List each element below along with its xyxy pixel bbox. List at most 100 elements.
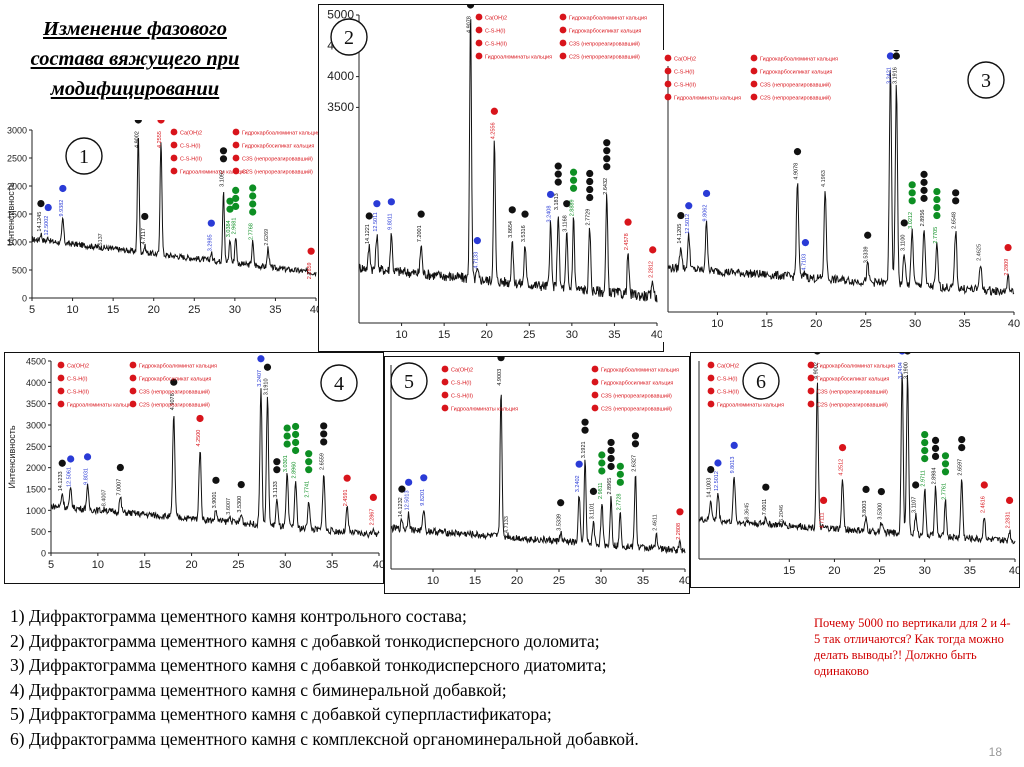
y-tick-label: 3000	[26, 421, 46, 431]
y-axis-label: Интенсивность	[7, 425, 17, 488]
phase-marker-black	[320, 422, 328, 430]
peak-label: 3.8003	[862, 501, 868, 518]
peak-label: 14.1221	[365, 224, 371, 244]
page-number: 18	[988, 745, 1002, 759]
phase-marker-black	[958, 436, 966, 444]
x-tick-label: 10	[427, 575, 439, 587]
legend-marker	[664, 67, 672, 75]
peak-label: 2.8984	[932, 468, 938, 485]
peak-label: 3.2985	[207, 234, 213, 251]
phase-marker-red	[369, 493, 377, 501]
panel-number-badge	[320, 364, 358, 402]
chart-panel-5: 10 15 20 25 30 35 40 14.1232 12.5013 9.8201 4.9003…	[384, 356, 690, 594]
peak-label: 4.2512	[839, 459, 845, 476]
peak-label: 3.2421	[886, 67, 892, 84]
peak-label: 14.1232	[398, 497, 404, 517]
legend-marker	[232, 141, 240, 149]
peak-label: 3.0212	[908, 212, 914, 229]
phase-marker-green	[291, 438, 300, 447]
phase-marker-red	[624, 218, 632, 226]
caption-4: 4) Дифрактограмма цементного камня с бим…	[10, 679, 507, 700]
peak-label: 4.1963	[821, 170, 827, 187]
legend-label: C2S (непрореагировавший)	[601, 406, 672, 413]
y-tick-label: 2500	[26, 442, 46, 452]
peak-label: 8.3645	[745, 503, 751, 520]
peak-label: 2.4625	[976, 244, 982, 261]
legend-label: C-S-H(II)	[674, 83, 696, 89]
phase-marker-black	[589, 487, 598, 495]
phase-marker-blue	[83, 453, 92, 461]
peak-label: 2.4611	[652, 514, 658, 530]
y-axis-label: Интенсивность	[6, 182, 16, 245]
peak-label: 7.0011	[762, 499, 768, 515]
phase-marker-green	[249, 208, 257, 216]
peak-label: 2.6432	[603, 178, 609, 195]
x-tick-label: 15	[469, 575, 481, 587]
legend-label: C3S (непрореагировавший)	[139, 389, 210, 396]
legend-marker	[129, 387, 137, 395]
phase-marker-black	[607, 454, 615, 463]
legend-marker	[57, 374, 65, 382]
x-tick-label: 40	[1009, 565, 1020, 577]
xrd-chart-3: 10 15 20 25 30 35 40 14.1205 12.5012 9.8062 4.9078…	[664, 50, 1020, 330]
phase-marker-blue	[387, 198, 395, 206]
legend-marker	[807, 387, 815, 395]
phase-marker-black	[320, 438, 328, 446]
slide-title: Изменение фазового состава вяжущего при …	[30, 18, 240, 100]
legend-marker	[591, 404, 599, 412]
peak-label: 14.1205	[677, 224, 683, 244]
x-tick-label: 25	[523, 329, 535, 341]
x-tick-label: 25	[188, 304, 200, 316]
phase-marker-black	[603, 139, 611, 147]
phase-marker-green	[616, 470, 624, 478]
phase-marker-green	[291, 430, 300, 439]
x-tick-label: 10	[66, 304, 78, 316]
peak-label: 3.1092	[219, 170, 225, 187]
phase-marker-green	[908, 181, 916, 189]
phase-marker-black	[497, 357, 505, 362]
legend-marker	[129, 400, 137, 408]
y-tick-label: 1500	[26, 485, 46, 495]
peak-label: 3.2402	[575, 475, 581, 492]
phase-marker-green	[232, 186, 240, 194]
legend-label: C3S (непрореагировавший)	[601, 393, 672, 400]
diffraction-curve	[698, 373, 1016, 545]
legend-marker	[475, 26, 483, 34]
xrd-chart-5: 10 15 20 25 30 35 40 14.1232 12.5013 9.8201 4.9003…	[390, 357, 689, 587]
peak-label: 2.4591	[343, 489, 349, 506]
panel-number: 2	[344, 27, 354, 49]
legend-label: Гидрокарбосиликат кальция	[760, 70, 832, 76]
peak-label: 3.6007	[226, 498, 232, 515]
phase-marker-blue	[405, 478, 413, 486]
phase-marker-blue	[801, 239, 810, 247]
peak-label: 4.9003	[497, 369, 503, 386]
legend-marker	[559, 52, 567, 60]
phase-marker-black	[862, 485, 870, 493]
legend-label: C-S-H(I)	[180, 144, 201, 150]
x-tick-label: 25	[232, 559, 244, 571]
phase-marker-black	[603, 155, 611, 163]
chart-panel-6: 15 20 25 30 35 40 14.1003 12.5012 9.8013 8.3645 7.…	[690, 352, 1020, 588]
x-tick-label: 30	[919, 565, 931, 577]
x-tick-label: 15	[783, 565, 795, 577]
phase-marker-black	[586, 169, 594, 178]
legend-label: C3S (непрореагировавший)	[569, 41, 640, 48]
legend-label: Гидроалюминаты кальция	[674, 96, 741, 102]
x-tick-label: 10	[92, 559, 104, 571]
legend-label: C-S-H(I)	[717, 377, 738, 383]
legend-marker	[57, 361, 65, 369]
peak-label: 6.2046	[779, 505, 785, 522]
phase-marker-red	[157, 120, 165, 124]
caption-2: 2) Дифрактограмма цементного камня с доб…	[10, 630, 600, 651]
xrd-chart-6: 15 20 25 30 35 40 14.1003 12.5012 9.8013 8.3645 7.…	[698, 353, 1020, 577]
peak-label: 2.9711	[921, 470, 927, 486]
x-tick-label: 30	[566, 329, 578, 341]
legend-label: C-S-H(II)	[717, 390, 739, 396]
peak-label: 3.1910	[263, 378, 269, 395]
x-tick-label: 15	[139, 559, 151, 571]
phase-marker-blue	[207, 219, 215, 227]
legend-marker	[750, 67, 758, 75]
y-tick-label: 1500	[7, 210, 27, 220]
y-tick-label: 4000	[327, 69, 354, 83]
legend-marker	[750, 93, 758, 101]
